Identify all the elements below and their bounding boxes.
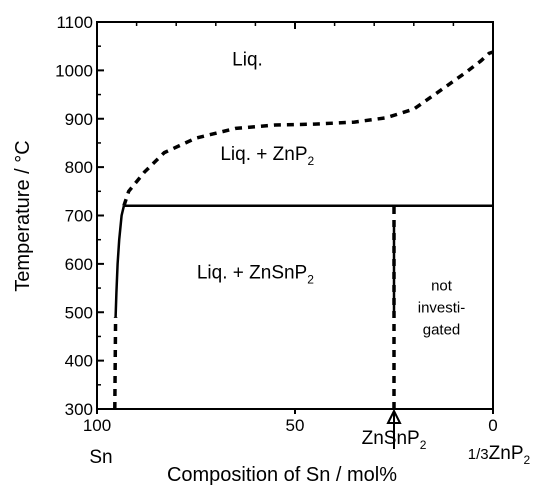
plot-frame [96, 21, 494, 410]
y-tick-label-400: 400 [65, 352, 93, 371]
region-labels: Liq. Liq. + ZnP2 Liq. + ZnSnP2 [197, 50, 315, 287]
region-label-0: Liq. [232, 50, 263, 71]
y-axis-title: Temperature / °C [12, 140, 34, 291]
plot-area-border [96, 21, 494, 410]
note-line-0: not [431, 277, 453, 294]
composition-label-1: ZnSnP2 [362, 428, 427, 452]
y-tick-label-700: 700 [65, 207, 93, 226]
composition-subscript: 2 [524, 453, 531, 467]
phase-line-0 [114, 205, 126, 318]
composition-main: Sn [89, 447, 112, 468]
y-tick-label-300: 300 [65, 400, 93, 419]
region-label-2: Liq. + ZnSnP2 [197, 262, 314, 286]
region-label-1: Liq. + ZnP2 [220, 144, 314, 168]
x-axis-title: Composition of Sn / mol% [167, 464, 397, 486]
region-label-subscript: 2 [307, 272, 314, 286]
x-tick-label-100: 100 [83, 416, 111, 435]
x-axis: 100 50 0 [83, 22, 498, 435]
composition-prefix: 1/3 [468, 446, 489, 463]
y-tick-label-600: 600 [65, 255, 93, 274]
x-tick-label-0: 0 [488, 416, 497, 435]
phase-line-1 [122, 50, 494, 207]
y-tick-label-1000: 1000 [55, 61, 93, 80]
note-line-2: gated [423, 321, 461, 338]
y-tick-label-1100: 1100 [56, 13, 93, 32]
phase-line-3 [113, 317, 118, 410]
series-layer [113, 50, 494, 410]
y-tick-label-800: 800 [65, 158, 93, 177]
arrow-head [386, 408, 402, 424]
y-axis: 300 400 500 600 700 800 900 1000 1100 [55, 13, 104, 419]
composition-main: ZnP [489, 443, 524, 464]
y-tick-label-500: 500 [65, 303, 93, 322]
composition-label-0: Sn [89, 447, 112, 468]
x-tick-label-50: 50 [286, 416, 305, 435]
composition-main: ZnSnP [362, 428, 420, 449]
note-line-1: investi- [418, 299, 466, 316]
composition-label-2: 1/3ZnP2 [468, 443, 531, 467]
composition-subscript: 2 [420, 438, 427, 452]
y-tick-label-900: 900 [65, 110, 93, 129]
region-label-subscript: 2 [308, 154, 315, 168]
